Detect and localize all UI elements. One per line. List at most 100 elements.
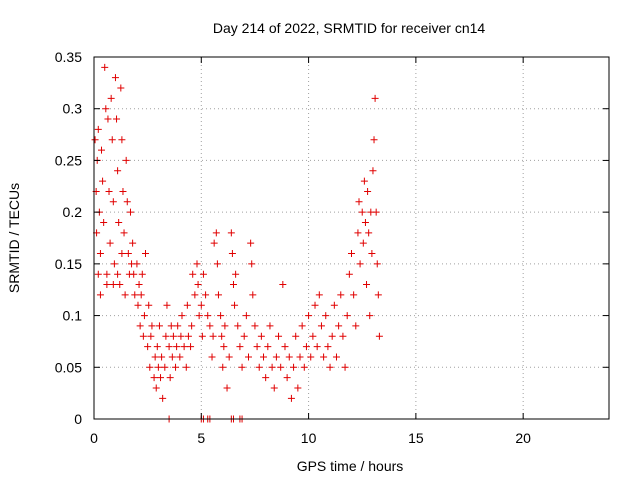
data-point xyxy=(247,239,255,247)
data-point xyxy=(330,301,338,309)
data-point xyxy=(372,208,380,216)
data-point xyxy=(313,343,321,351)
data-point xyxy=(107,94,115,102)
data-point xyxy=(94,270,102,278)
data-point xyxy=(255,363,263,371)
data-point xyxy=(300,363,308,371)
data-point xyxy=(343,312,351,320)
data-point xyxy=(117,84,125,92)
y-tick-label: 0.35 xyxy=(55,49,82,65)
data-point xyxy=(251,322,259,330)
data-point xyxy=(113,115,121,123)
data-point xyxy=(130,270,138,278)
data-point xyxy=(111,74,119,82)
data-point xyxy=(345,270,353,278)
data-point xyxy=(99,177,107,185)
data-point xyxy=(275,332,283,340)
data-point xyxy=(236,343,244,351)
data-point xyxy=(302,343,310,351)
data-point xyxy=(368,250,376,258)
data-point xyxy=(358,208,366,216)
data-point xyxy=(328,332,336,340)
data-point xyxy=(335,322,343,330)
data-point xyxy=(270,384,278,392)
data-point xyxy=(142,250,149,258)
data-point xyxy=(166,374,174,382)
data-point xyxy=(129,239,137,247)
y-tick-label: 0.3 xyxy=(63,101,83,117)
data-point xyxy=(183,301,191,309)
data-point xyxy=(155,322,163,330)
data-point xyxy=(178,312,186,320)
data-point xyxy=(370,136,378,144)
data-point xyxy=(167,322,175,330)
data-point xyxy=(365,229,373,237)
data-point xyxy=(172,363,180,371)
data-point xyxy=(285,353,293,361)
y-tick-label: 0 xyxy=(74,411,82,427)
data-point xyxy=(307,353,315,361)
data-point xyxy=(116,281,124,289)
data-point xyxy=(133,260,141,268)
data-point xyxy=(232,270,240,278)
data-point xyxy=(140,312,148,320)
data-point xyxy=(108,136,116,144)
data-point xyxy=(311,301,319,309)
x-axis-label: GPS time / hours xyxy=(297,458,404,474)
data-point xyxy=(350,291,358,299)
data-point xyxy=(173,343,181,351)
data-point xyxy=(174,322,182,330)
data-point xyxy=(124,250,132,258)
data-point xyxy=(260,353,268,361)
data-point xyxy=(115,218,123,226)
data-point xyxy=(213,260,221,268)
data-point xyxy=(281,343,289,351)
data-point xyxy=(309,332,317,340)
x-tick-label: 0 xyxy=(90,430,98,446)
data-point xyxy=(159,394,167,402)
data-point xyxy=(209,332,217,340)
data-point xyxy=(161,363,169,371)
data-point xyxy=(217,312,225,320)
data-point xyxy=(187,343,195,351)
data-point xyxy=(242,312,250,320)
data-point xyxy=(139,332,147,340)
data-point xyxy=(371,94,379,102)
x-tick-label: 10 xyxy=(301,430,317,446)
data-point xyxy=(240,332,248,340)
data-point xyxy=(354,229,362,237)
x-tick-label: 15 xyxy=(408,430,424,446)
data-point xyxy=(169,332,177,340)
data-point xyxy=(339,332,347,340)
data-point xyxy=(91,136,99,144)
data-point xyxy=(374,291,382,299)
data-point xyxy=(188,322,196,330)
data-point xyxy=(105,187,113,195)
data-point xyxy=(296,353,304,361)
x-tick-label: 5 xyxy=(197,430,205,446)
data-point xyxy=(162,332,170,340)
y-tick-label: 0.05 xyxy=(55,359,82,375)
data-point xyxy=(194,281,202,289)
data-point xyxy=(145,301,153,309)
data-point xyxy=(322,312,330,320)
data-point xyxy=(287,394,295,402)
data-point xyxy=(212,229,220,237)
data-point xyxy=(253,343,261,351)
data-point xyxy=(109,281,117,289)
y-tick-label: 0.1 xyxy=(63,308,83,324)
data-point xyxy=(257,332,265,340)
data-point xyxy=(100,218,108,226)
data-point xyxy=(191,291,199,299)
y-axis-label: SRMTID / TECUs xyxy=(6,183,22,293)
data-point xyxy=(326,363,334,371)
data-point xyxy=(144,343,152,351)
data-point xyxy=(206,322,214,330)
data-point xyxy=(104,115,112,123)
data-point xyxy=(98,146,106,154)
data-point xyxy=(152,384,160,392)
data-point xyxy=(369,167,377,175)
data-point xyxy=(110,260,118,268)
data-point xyxy=(228,250,236,258)
